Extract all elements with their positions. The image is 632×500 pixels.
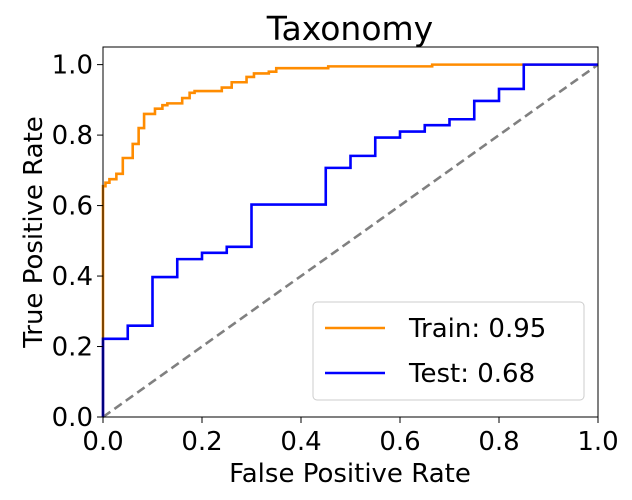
x-tick-label: 0.6 [379, 427, 420, 457]
plot-frame [102, 46, 599, 418]
legend-label-test: Test: 0.68 [408, 359, 535, 389]
x-tick-label: 0.8 [478, 427, 519, 457]
series-line-train [101, 63, 598, 417]
y-tick-label: 0.2 [52, 333, 93, 363]
legend: Train: 0.95 Test: 0.68 [312, 301, 585, 401]
reference-diagonal-line [102, 63, 599, 419]
y-tick-label: 1.0 [52, 51, 93, 81]
x-tick-label: 0.0 [82, 427, 123, 457]
legend-label-train: Train: 0.95 [408, 314, 546, 344]
chart-title: Taxonomy [266, 9, 433, 48]
legend-box [312, 301, 585, 401]
y-tick-label: 0.0 [52, 403, 93, 433]
y-tick-label: 0.4 [52, 262, 93, 292]
x-tick-label: 0.2 [181, 427, 222, 457]
x-tick-label: 1.0 [577, 427, 618, 457]
x-axis-title: False Positive Rate [229, 459, 471, 489]
series-line-test [101, 63, 598, 417]
y-tick-label: 0.6 [52, 192, 93, 222]
y-tick-label: 0.8 [52, 121, 93, 151]
x-tick-label: 0.4 [280, 427, 321, 457]
plot-area: 0.0 0.2 0.4 0.6 0.8 1.0 0.0 0.2 0.4 0.6 0.8 1.0 [52, 46, 619, 457]
y-axis-title: True Positive Rate [19, 116, 49, 349]
